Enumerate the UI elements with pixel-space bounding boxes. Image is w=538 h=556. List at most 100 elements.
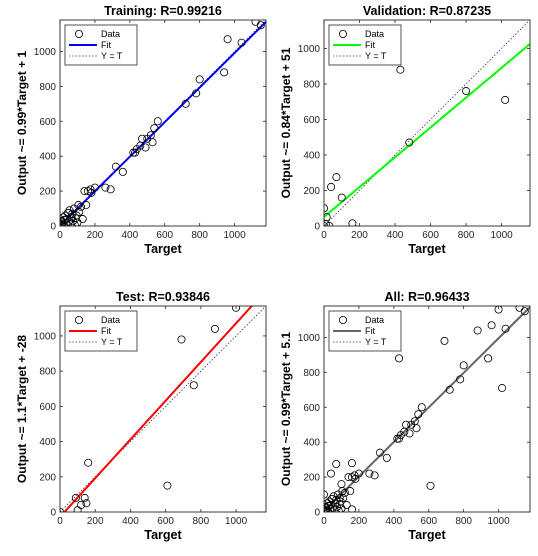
- axes-frame: [59, 305, 267, 513]
- x-tick-label: 1000: [223, 230, 246, 241]
- data-point: [153, 117, 162, 126]
- x-tick-label: 1000: [487, 516, 510, 527]
- data-point: [337, 193, 346, 202]
- y-tick-label: 400: [303, 438, 320, 449]
- data-point: [138, 134, 147, 143]
- x-tick-label: 200: [87, 230, 104, 241]
- y-tick-label: 400: [303, 150, 320, 161]
- data-point: [82, 201, 91, 210]
- data-point: [395, 434, 404, 443]
- x-tick-label: 0: [57, 516, 63, 527]
- data-point: [395, 354, 404, 363]
- data-point: [370, 471, 379, 480]
- data-point: [76, 202, 85, 211]
- data-point: [326, 469, 335, 478]
- x-tick-label: 200: [87, 516, 104, 527]
- data-point: [484, 354, 493, 363]
- y-tick-label: 200: [39, 187, 56, 198]
- data-point: [326, 505, 335, 512]
- data-point: [414, 410, 423, 419]
- data-point: [71, 493, 80, 502]
- data-point: [365, 469, 374, 478]
- data-point: [327, 182, 336, 191]
- y-tick-label: 1000: [34, 47, 57, 58]
- axes-frame: [323, 305, 531, 513]
- data-point: [520, 307, 529, 316]
- data-point: [382, 453, 391, 462]
- data-point: [402, 420, 411, 429]
- x-tick-label: 400: [121, 230, 138, 241]
- fit-line: [63, 306, 254, 512]
- data-point: [405, 138, 414, 147]
- data-point: [220, 68, 229, 77]
- data-point: [347, 459, 356, 468]
- fit-line: [324, 43, 530, 218]
- x-tick-label: 200: [351, 516, 368, 527]
- x-tick-label: 400: [122, 516, 139, 527]
- legend-data-marker: [338, 29, 347, 38]
- data-point: [141, 143, 150, 152]
- y-tick-label: 0: [314, 222, 320, 233]
- data-point: [340, 488, 349, 497]
- x-tick-label: 0: [57, 230, 63, 241]
- data-point: [177, 335, 186, 344]
- data-point: [417, 403, 426, 412]
- legend-label-data: Data: [365, 315, 384, 325]
- identity-line: [60, 306, 266, 512]
- y-axis-label: Output ~= 0.99*Target + 1: [15, 51, 29, 195]
- identity-line: [324, 20, 530, 226]
- x-tick-label: 0: [321, 516, 327, 527]
- y-tick-label: 600: [39, 402, 56, 413]
- x-tick-label: 600: [157, 516, 174, 527]
- data-point: [347, 505, 356, 512]
- y-tick-label: 0: [50, 222, 56, 233]
- data-point: [77, 500, 86, 509]
- chart-title: Training: R=0.99216: [104, 4, 222, 18]
- legend-label-data: Data: [365, 29, 384, 39]
- data-point: [189, 381, 198, 390]
- data-point: [473, 326, 482, 335]
- data-point: [150, 124, 159, 133]
- data-point: [405, 429, 414, 438]
- data-point: [494, 306, 503, 314]
- data-point: [163, 481, 172, 490]
- y-tick-label: 600: [303, 115, 320, 126]
- data-point: [445, 385, 454, 394]
- x-tick-label: 400: [387, 230, 404, 241]
- legend-data-marker: [338, 315, 347, 324]
- y-tick-label: 1000: [298, 333, 321, 344]
- data-point: [375, 448, 384, 457]
- x-tick-label: 0: [321, 230, 327, 241]
- data-point: [324, 213, 331, 222]
- data-point: [256, 21, 265, 30]
- data-point: [426, 481, 435, 490]
- y-tick-label: 200: [39, 472, 56, 483]
- data-point: [82, 499, 91, 508]
- x-tick-label: 1000: [490, 230, 513, 241]
- y-tick-label: 600: [39, 117, 56, 128]
- y-axis-label: Output ~= 0.99*Target + 5.1: [279, 332, 293, 486]
- data-point: [498, 384, 507, 393]
- data-point: [339, 494, 348, 503]
- y-tick-label: 400: [39, 152, 56, 163]
- x-tick-label: 800: [455, 516, 472, 527]
- data-point: [148, 138, 157, 147]
- data-point: [456, 375, 465, 384]
- data-point: [111, 162, 120, 171]
- y-tick-label: 200: [303, 473, 320, 484]
- subplot-2: 0 200 400 600 800 1000 0 200 400 600 800 1000 Valida…: [279, 4, 531, 256]
- x-tick-label: 600: [156, 230, 173, 241]
- x-tick-label: 800: [191, 230, 208, 241]
- data-point: [346, 487, 355, 496]
- legend-label-fit: Fit: [365, 40, 375, 50]
- data-point: [195, 75, 204, 84]
- y-axis-label: Output ~= 0.84*Target + 51: [279, 47, 293, 198]
- y-tick-label: 800: [39, 82, 56, 93]
- data-point: [90, 183, 99, 192]
- axes-frame: [59, 19, 267, 227]
- data-point: [181, 99, 190, 108]
- data-point: [332, 459, 341, 468]
